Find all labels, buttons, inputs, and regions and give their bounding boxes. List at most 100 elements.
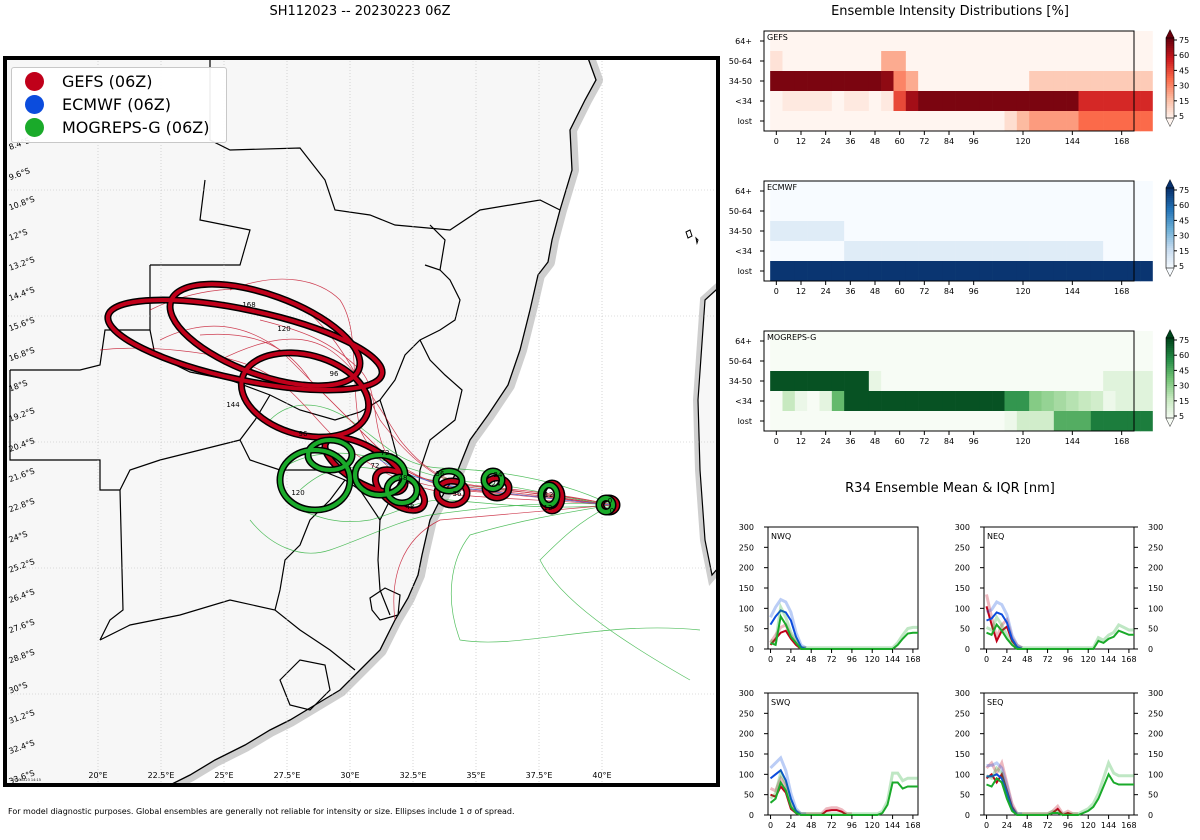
colorbar-swatch <box>1166 244 1174 247</box>
r34-x-label: 0 <box>768 821 773 830</box>
lon-label: 32.5°E <box>400 771 427 780</box>
heatmap-cell <box>831 181 845 202</box>
heatmap-cell <box>844 261 857 282</box>
r34-x-label: 168 <box>905 655 920 664</box>
heatmap-cell <box>868 91 882 112</box>
r34-y-label: 50 <box>960 625 970 634</box>
heatmap-cell <box>868 371 882 392</box>
heatmap-cell <box>831 201 845 222</box>
colorbar-swatch <box>1166 52 1174 55</box>
r34-series-ecmwf <box>769 609 807 650</box>
mogreps-hour-12: 12 <box>545 491 554 499</box>
legend-item-mogreps: MOGREPS-G (06Z) <box>18 116 209 138</box>
heatmap-cell <box>819 71 833 92</box>
heatmap-cell <box>844 351 857 372</box>
heatmap-cell <box>881 391 894 412</box>
colorbar-swatch <box>1166 410 1174 413</box>
heatmap-cell <box>856 71 870 92</box>
r34-x-label: 24 <box>786 655 796 664</box>
heatmap-cell <box>1029 181 1042 202</box>
heatmap-cell <box>1041 111 1055 132</box>
heatmap-cell <box>856 111 870 132</box>
heatmap-x-label: 36 <box>845 287 855 296</box>
heatmap-cell <box>992 331 1005 352</box>
colorbar-swatch <box>1166 374 1174 377</box>
heatmap-cell <box>1078 111 1092 132</box>
heatmap-cell <box>1140 201 1153 222</box>
heatmap-cell <box>955 391 968 412</box>
colorbar-swatch <box>1166 214 1174 217</box>
heatmap-cell <box>831 71 845 92</box>
colorbar-swatch <box>1166 70 1174 73</box>
track-map: 0 12 24 36 48 72 96 120 144 168 0 12 24 … <box>3 56 720 787</box>
heatmap-cell <box>1004 391 1018 412</box>
heatmap-cell <box>844 331 857 352</box>
r34-y-label: 0 <box>749 645 754 654</box>
heatmap-mogreps-g: MOGREPS-G 64+ 50-64 34-50 <34 lost 0 12 24 36 48 60… <box>729 329 1189 446</box>
heatmap-cell <box>1016 331 1030 352</box>
heatmap-cell <box>1078 71 1092 92</box>
colorbar-swatch <box>1166 356 1174 359</box>
r34-x-label: 24 <box>1002 655 1012 664</box>
heatmap-cell <box>1140 91 1153 112</box>
heatmap-cell <box>992 241 1005 262</box>
heatmap-cell <box>831 331 845 352</box>
heatmap-cell <box>782 51 796 72</box>
heatmap-row-label: <34 <box>735 247 752 256</box>
heatmap-x-label: 0 <box>774 137 779 146</box>
heatmap-cell <box>807 111 820 132</box>
colorbar-swatch <box>1166 378 1174 381</box>
heatmap-cell <box>942 201 956 222</box>
heatmap-cell <box>967 181 981 202</box>
heatmap-cell <box>967 261 981 282</box>
heatmap-cell <box>918 371 931 392</box>
heatmap-cell <box>1066 111 1079 132</box>
heatmap-cell <box>782 411 796 432</box>
colorbar-swatch <box>1166 220 1174 223</box>
heatmap-cell <box>967 331 981 352</box>
colorbar-swatch <box>1166 406 1174 409</box>
heatmap-cell <box>1029 111 1042 132</box>
colorbar-swatch <box>1166 110 1174 113</box>
heatmap-cell <box>844 221 857 242</box>
heatmap-x-label: 84 <box>944 287 954 296</box>
heatmap-cell <box>992 111 1005 132</box>
colorbar-swatch <box>1166 222 1174 225</box>
heatmap-row-label: <34 <box>735 97 752 106</box>
colorbar-swatch <box>1166 88 1174 91</box>
heatmap-cell <box>1066 261 1079 282</box>
heatmap-row-label: 34-50 <box>729 77 752 86</box>
r34-x-label: 96 <box>847 655 857 664</box>
heatmap-row-label: 50-64 <box>729 57 752 66</box>
heatmap-cell <box>881 241 894 262</box>
r34-y-label: 100 <box>955 770 970 779</box>
heatmap-cell <box>930 31 944 52</box>
heatmap-cell <box>794 241 808 262</box>
colorbar-tick-label: 45 <box>1179 366 1189 375</box>
heatmap-cell <box>1053 331 1067 352</box>
r34-y-label-right: 300 <box>1148 523 1163 532</box>
lon-labels: 20°E 22.5°E 25°E 27.5°E 30°E 32.5°E 35°E… <box>88 771 611 780</box>
r34-y-label: 250 <box>739 709 754 718</box>
gefs-hour-24: 24 <box>492 480 501 488</box>
heatmap-cell <box>893 221 907 242</box>
heatmap-cell <box>807 201 820 222</box>
heatmap-x-label: 48 <box>870 437 880 446</box>
heatmap-x-label: 144 <box>1065 137 1080 146</box>
heatmap-cell <box>992 411 1005 432</box>
heatmap-cell <box>979 181 993 202</box>
colorbar-swatch <box>1166 108 1174 111</box>
heatmap-cell <box>918 181 931 202</box>
heatmap-cell <box>1041 71 1055 92</box>
heatmap-cell <box>856 351 870 372</box>
heatmap-cell <box>1016 221 1030 242</box>
colorbar-swatch <box>1166 386 1174 389</box>
r34-y-label: 300 <box>955 523 970 532</box>
r34-y-label: 300 <box>955 689 970 698</box>
heatmap-panel-label: MOGREPS-G <box>767 333 816 342</box>
heatmap-cell <box>1016 371 1030 392</box>
r34-y-label-right: 150 <box>1148 584 1163 593</box>
mogreps-hour-24: 24 <box>494 471 503 479</box>
colorbar-swatch <box>1166 50 1174 53</box>
heatmap-cell <box>1029 51 1042 72</box>
